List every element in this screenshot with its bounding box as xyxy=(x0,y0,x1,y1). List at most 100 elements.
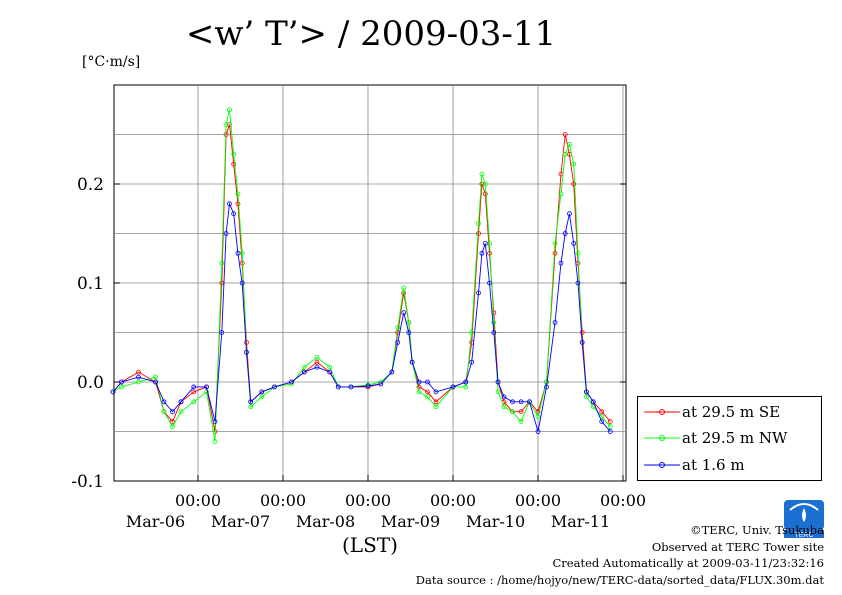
data-point-2 xyxy=(223,231,229,236)
data-point-2 xyxy=(259,389,265,395)
data-point-2 xyxy=(579,339,585,345)
chart-title: <w’ T’> / 2009-03-11 xyxy=(185,14,557,54)
y-axis-label: [°C·m/s] xyxy=(82,54,141,70)
data-point-0 xyxy=(571,181,577,187)
data-point-1 xyxy=(510,409,515,415)
data-point-1 xyxy=(119,384,124,390)
data-point-1 xyxy=(170,424,175,429)
data-point-1 xyxy=(567,141,572,147)
data-point-2 xyxy=(153,379,158,385)
data-point-2 xyxy=(335,384,341,390)
data-point-0 xyxy=(231,161,237,167)
data-point-2 xyxy=(584,389,589,395)
data-point-2 xyxy=(469,359,475,365)
x-tick-date: Mar-06 xyxy=(126,512,185,531)
data-point-1 xyxy=(231,151,237,157)
data-point-1 xyxy=(259,394,265,400)
data-point-1 xyxy=(479,171,485,177)
data-point-2 xyxy=(314,364,320,370)
data-point-2 xyxy=(272,384,277,390)
legend-marker-nw xyxy=(644,435,680,441)
data-point-2 xyxy=(227,201,232,207)
data-point-0 xyxy=(562,132,568,137)
data-point-0 xyxy=(599,409,605,415)
data-point-2 xyxy=(571,240,577,246)
data-point-0 xyxy=(191,389,197,395)
series-line-1 xyxy=(112,109,611,442)
data-point-2 xyxy=(248,399,254,405)
data-point-1 xyxy=(136,379,141,385)
data-point-2 xyxy=(301,369,307,375)
data-point-0 xyxy=(136,369,141,375)
x-tick-date: Mar-10 xyxy=(466,512,525,531)
data-point-1 xyxy=(204,389,209,395)
data-point-2 xyxy=(406,330,412,335)
legend-label-se: at 29.5 m SE xyxy=(682,403,781,421)
data-point-0 xyxy=(479,181,485,187)
data-point-0 xyxy=(482,191,488,197)
data-point-1 xyxy=(401,285,407,291)
data-point-1 xyxy=(607,424,613,429)
data-point-2 xyxy=(535,429,541,434)
data-point-2 xyxy=(562,231,568,236)
data-point-2 xyxy=(178,399,184,405)
data-point-2 xyxy=(204,384,209,390)
data-point-2 xyxy=(395,339,401,345)
data-point-2 xyxy=(409,359,415,365)
data-point-2 xyxy=(212,419,218,425)
data-point-1 xyxy=(219,260,225,266)
x-tick-date: Mar-09 xyxy=(381,512,440,531)
data-point-2 xyxy=(487,280,492,286)
series-line-2 xyxy=(112,202,611,432)
data-point-0 xyxy=(170,419,175,425)
data-point-0 xyxy=(314,359,320,365)
x-tick-date: Mar-07 xyxy=(211,512,270,531)
data-point-2 xyxy=(425,379,430,385)
data-point-2 xyxy=(575,280,581,286)
data-point-1 xyxy=(425,394,430,400)
data-point-0 xyxy=(552,250,558,256)
data-point-1 xyxy=(406,320,412,326)
data-point-2 xyxy=(378,381,384,387)
data-point-1 xyxy=(535,414,541,420)
data-point-1 xyxy=(552,240,558,246)
y-tick-label: 0.2 xyxy=(77,175,104,195)
data-point-0 xyxy=(535,409,541,415)
y-tick-label: 0.1 xyxy=(77,274,104,294)
terc-logo: TERC xyxy=(784,500,824,538)
data-point-1 xyxy=(395,325,401,330)
data-point-2 xyxy=(558,260,564,266)
data-point-0 xyxy=(433,399,439,405)
legend: at 29.5 m SE at 29.5 m NW at 1.6 m xyxy=(637,396,822,481)
credit-observed: Observed at TERC Tower site xyxy=(651,540,824,554)
data-point-2 xyxy=(401,310,407,316)
data-point-2 xyxy=(510,399,515,405)
credit-created: Created Automatically at 2009-03-11/23:3… xyxy=(552,556,825,570)
data-point-2 xyxy=(495,379,501,385)
legend-marker-se xyxy=(644,409,680,415)
data-point-0 xyxy=(227,122,232,127)
data-point-2 xyxy=(244,349,249,355)
data-point-2 xyxy=(365,383,371,389)
y-tick-label: -0.1 xyxy=(71,472,104,492)
data-point-1 xyxy=(248,404,254,410)
credit-copyright: ©TERC, Univ. Tsukuba xyxy=(690,523,824,537)
data-point-2 xyxy=(476,290,481,296)
data-point-1 xyxy=(161,409,167,415)
data-point-1 xyxy=(558,191,564,197)
data-point-1 xyxy=(227,107,232,113)
data-point-2 xyxy=(161,399,167,405)
data-point-2 xyxy=(219,330,225,335)
data-point-2 xyxy=(136,374,141,380)
data-point-1 xyxy=(314,354,320,360)
data-point-2 xyxy=(599,419,605,425)
data-point-1 xyxy=(571,161,577,167)
x-tick-time: 00:00 xyxy=(515,491,561,510)
data-point-0 xyxy=(425,389,430,395)
data-point-2 xyxy=(433,389,439,395)
x-tick-time: 00:00 xyxy=(600,491,646,510)
x-tick-date: Mar-08 xyxy=(296,512,355,531)
data-point-2 xyxy=(482,240,488,246)
legend-label-nw: at 29.5 m NW xyxy=(682,429,788,447)
